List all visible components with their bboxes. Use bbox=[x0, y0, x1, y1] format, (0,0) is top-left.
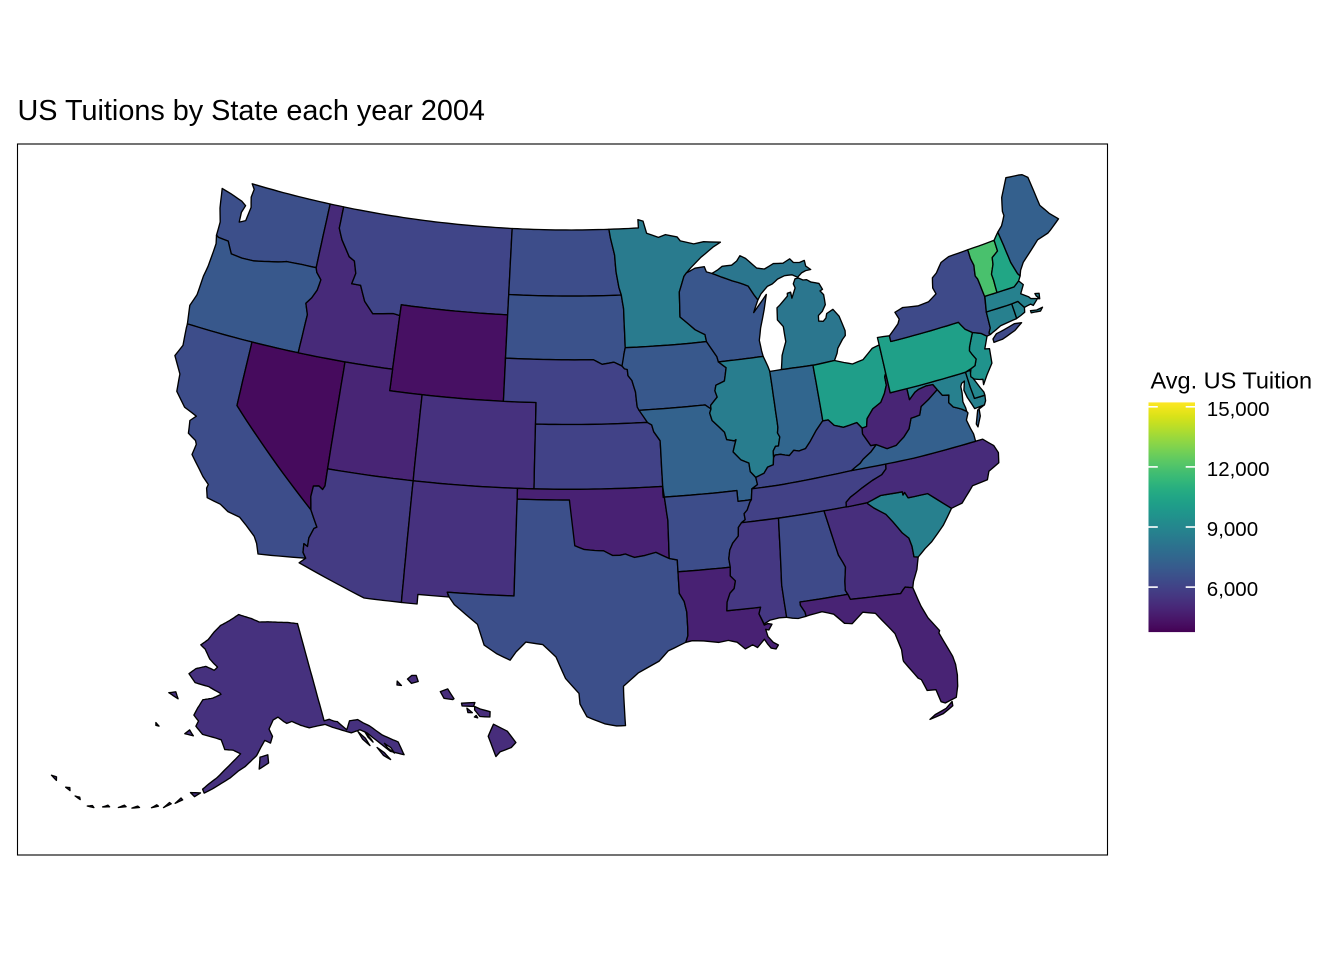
svg-text:6,000: 6,000 bbox=[1207, 578, 1258, 601]
svg-text:15,000: 15,000 bbox=[1207, 398, 1270, 421]
svg-text:US Tuitions by State each year: US Tuitions by State each year 2004 bbox=[18, 95, 485, 127]
svg-text:Avg. US Tuition: Avg. US Tuition bbox=[1151, 367, 1313, 393]
svg-text:9,000: 9,000 bbox=[1207, 518, 1258, 541]
svg-text:12,000: 12,000 bbox=[1207, 458, 1270, 481]
